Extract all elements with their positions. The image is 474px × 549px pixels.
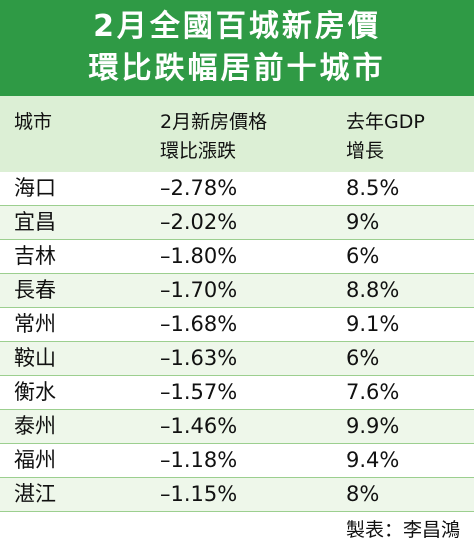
- table-cell: 鞍山: [14, 346, 56, 370]
- table-cell: 衡水: [14, 380, 56, 404]
- table-cell: 8.5%: [346, 176, 400, 200]
- column-header: 城市: [14, 108, 52, 137]
- table-cell: 宜昌: [14, 210, 56, 234]
- table-cell: 6%: [346, 244, 380, 268]
- table-row: 泰州 –1.46% 9.9%: [0, 410, 474, 444]
- table-cell: 吉林: [14, 244, 56, 268]
- column-header-line: 2月新房價格: [160, 111, 268, 133]
- column-header: 2月新房價格 環比漲跌: [160, 108, 267, 166]
- table-cell: –1.70%: [160, 278, 238, 302]
- title-line: 環比跌幅居前十城市: [88, 51, 386, 86]
- column-header-line: 去年GDP: [346, 111, 425, 133]
- table-header: 城市 2月新房價格 環比漲跌 去年GDP 增長: [0, 96, 474, 172]
- table-cell: 泰州: [14, 414, 56, 438]
- table-row: 衡水 –1.57% 7.6%: [0, 376, 474, 410]
- table-row: 常州 –1.68% 9.1%: [0, 308, 474, 342]
- table-cell: 海口: [14, 176, 56, 200]
- table-cell: 福州: [14, 448, 56, 472]
- table-row: 鞍山 –1.63% 6%: [0, 342, 474, 376]
- table-row: 湛江 –1.15% 8%: [0, 478, 474, 512]
- table-cell: –2.02%: [160, 210, 238, 234]
- title-line: 2月全國百城新房價: [93, 9, 381, 44]
- table-row: 長春 –1.70% 8.8%: [0, 274, 474, 308]
- table-body: 海口 –2.78% 8.5% 宜昌 –2.02% 9% 吉林 –1.80% 6% 長春 –1.70%…: [0, 172, 474, 512]
- table-cell: 9%: [346, 210, 380, 234]
- table-cell: 7.6%: [346, 380, 400, 404]
- table-cell: –1.57%: [160, 380, 238, 404]
- table-cell: 長春: [14, 278, 56, 302]
- table-cell: 8%: [346, 482, 380, 506]
- table-cell: –1.68%: [160, 312, 238, 336]
- table-cell: –1.18%: [160, 448, 238, 472]
- table-cell: 8.8%: [346, 278, 400, 302]
- column-header-line: 城市: [14, 111, 53, 133]
- table-cell: –2.78%: [160, 176, 238, 200]
- table-cell: 常州: [14, 312, 56, 336]
- title-band: 2月全國百城新房價 環比跌幅居前十城市: [0, 0, 474, 96]
- table-cell: –1.80%: [160, 244, 238, 268]
- table-cell: 9.9%: [346, 414, 400, 438]
- table-cell: 湛江: [14, 482, 56, 506]
- table-cell: –1.46%: [160, 414, 238, 438]
- table-row: 海口 –2.78% 8.5%: [0, 172, 474, 206]
- table-cell: 9.1%: [346, 312, 400, 336]
- table-row: 福州 –1.18% 9.4%: [0, 444, 474, 478]
- table-row: 吉林 –1.80% 6%: [0, 240, 474, 274]
- table-cell: 9.4%: [346, 448, 400, 472]
- column-header-line: 環比漲跌: [160, 140, 237, 162]
- column-header-line: 增長: [346, 140, 385, 162]
- table-cell: –1.63%: [160, 346, 238, 370]
- column-header: 去年GDP 增長: [346, 108, 425, 166]
- table-row: 宜昌 –2.02% 9%: [0, 206, 474, 240]
- table-cell: 6%: [346, 346, 380, 370]
- table-cell: –1.15%: [160, 482, 238, 506]
- credit: 製表：李昌鴻: [345, 519, 460, 541]
